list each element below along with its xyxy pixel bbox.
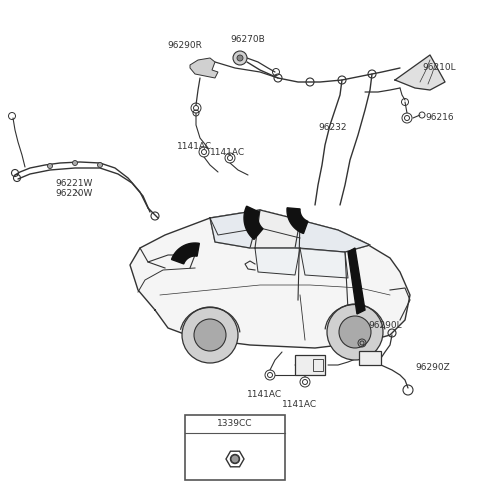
- Bar: [359, 351, 381, 365]
- Polygon shape: [171, 243, 199, 264]
- Text: 1141AC: 1141AC: [210, 148, 246, 157]
- Text: 1339CC: 1339CC: [217, 419, 253, 428]
- Text: 1141AC: 1141AC: [178, 142, 213, 151]
- Polygon shape: [244, 206, 263, 240]
- Polygon shape: [295, 220, 370, 252]
- Circle shape: [97, 163, 103, 168]
- Circle shape: [233, 51, 247, 65]
- Text: 96216: 96216: [425, 113, 454, 122]
- Circle shape: [231, 455, 239, 463]
- Bar: [313, 359, 323, 371]
- Polygon shape: [395, 55, 445, 90]
- Text: 96290R: 96290R: [168, 41, 203, 50]
- Polygon shape: [130, 210, 410, 348]
- Text: 96220W: 96220W: [55, 189, 92, 198]
- Polygon shape: [190, 58, 218, 78]
- Polygon shape: [348, 248, 365, 314]
- Polygon shape: [210, 210, 260, 248]
- Text: 96232: 96232: [318, 124, 347, 133]
- Bar: [185, 415, 285, 480]
- Text: 1141AC: 1141AC: [247, 390, 283, 399]
- Text: 96290L: 96290L: [368, 321, 402, 330]
- Circle shape: [182, 307, 238, 363]
- Circle shape: [237, 55, 243, 61]
- Polygon shape: [300, 248, 348, 278]
- Polygon shape: [287, 208, 308, 234]
- Text: 96270B: 96270B: [230, 35, 265, 44]
- Text: 96221W: 96221W: [55, 179, 92, 188]
- Text: 96290Z: 96290Z: [415, 363, 450, 373]
- Circle shape: [72, 161, 77, 166]
- Circle shape: [194, 319, 226, 351]
- Polygon shape: [210, 210, 370, 252]
- Circle shape: [327, 304, 383, 360]
- Text: 1141AC: 1141AC: [282, 400, 318, 409]
- Circle shape: [339, 316, 371, 348]
- Text: 96210L: 96210L: [422, 63, 456, 72]
- Circle shape: [48, 164, 52, 169]
- Bar: [295, 355, 325, 375]
- Polygon shape: [255, 248, 300, 275]
